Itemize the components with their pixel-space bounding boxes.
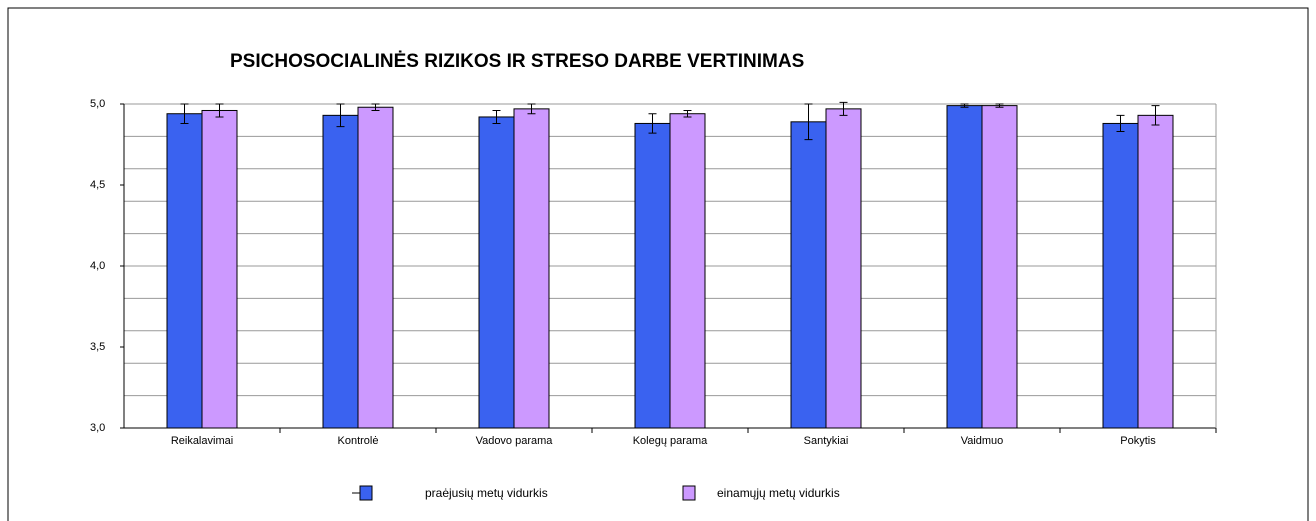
- chart-title: PSICHOSOCIALINĖS RIZIKOS IR STRESO DARBE…: [230, 51, 804, 72]
- x-tick-label: Reikalavimai: [171, 435, 233, 447]
- error-bar: [960, 103, 969, 108]
- legend-swatch: [359, 485, 373, 501]
- bar: [634, 122, 671, 429]
- x-tick-label: Vadovo parama: [476, 435, 554, 447]
- bar: [478, 116, 515, 429]
- bar: [790, 121, 827, 429]
- y-tick-label: 4,5: [90, 179, 105, 191]
- error-bar: [336, 103, 345, 128]
- bar: [357, 106, 394, 429]
- error-bar: [492, 109, 501, 124]
- y-tick-label: 3,5: [90, 341, 105, 353]
- error-bar: [648, 113, 657, 134]
- bar: [201, 109, 238, 429]
- y-tick-label: 3,0: [90, 422, 105, 434]
- bar: [825, 108, 862, 429]
- error-bar: [527, 103, 536, 115]
- error-bar: [1151, 105, 1160, 126]
- x-tick-label: Kolegų parama: [633, 435, 708, 447]
- y-tick-label: 5,0: [90, 98, 105, 110]
- bar: [166, 113, 203, 429]
- bar: [513, 108, 550, 429]
- x-tick-label: Pokytis: [1120, 435, 1156, 447]
- bar: [322, 114, 359, 429]
- bar: [1102, 122, 1139, 429]
- legend-swatch: [682, 485, 696, 501]
- error-bar: [683, 109, 692, 118]
- bar: [946, 105, 983, 429]
- legend-label: einamųjų metų vidurkis: [717, 486, 840, 500]
- error-bar: [215, 103, 224, 118]
- bar: [669, 113, 706, 429]
- error-bar: [180, 103, 189, 124]
- y-tick-label: 4,0: [90, 260, 105, 272]
- legend-label: praėjusių metų vidurkis: [425, 486, 548, 500]
- frame: [7, 7, 1309, 521]
- bar: [1137, 114, 1174, 429]
- error-bar: [804, 103, 813, 141]
- error-bar: [1116, 114, 1125, 133]
- error-bar: [995, 103, 1004, 108]
- error-bar: [839, 101, 848, 116]
- error-bar: [371, 103, 380, 111]
- x-tick-label: Santykiai: [804, 435, 849, 447]
- bar: [981, 105, 1018, 429]
- x-tick-label: Vaidmuo: [961, 435, 1004, 447]
- x-tick-label: Kontrolė: [338, 435, 379, 447]
